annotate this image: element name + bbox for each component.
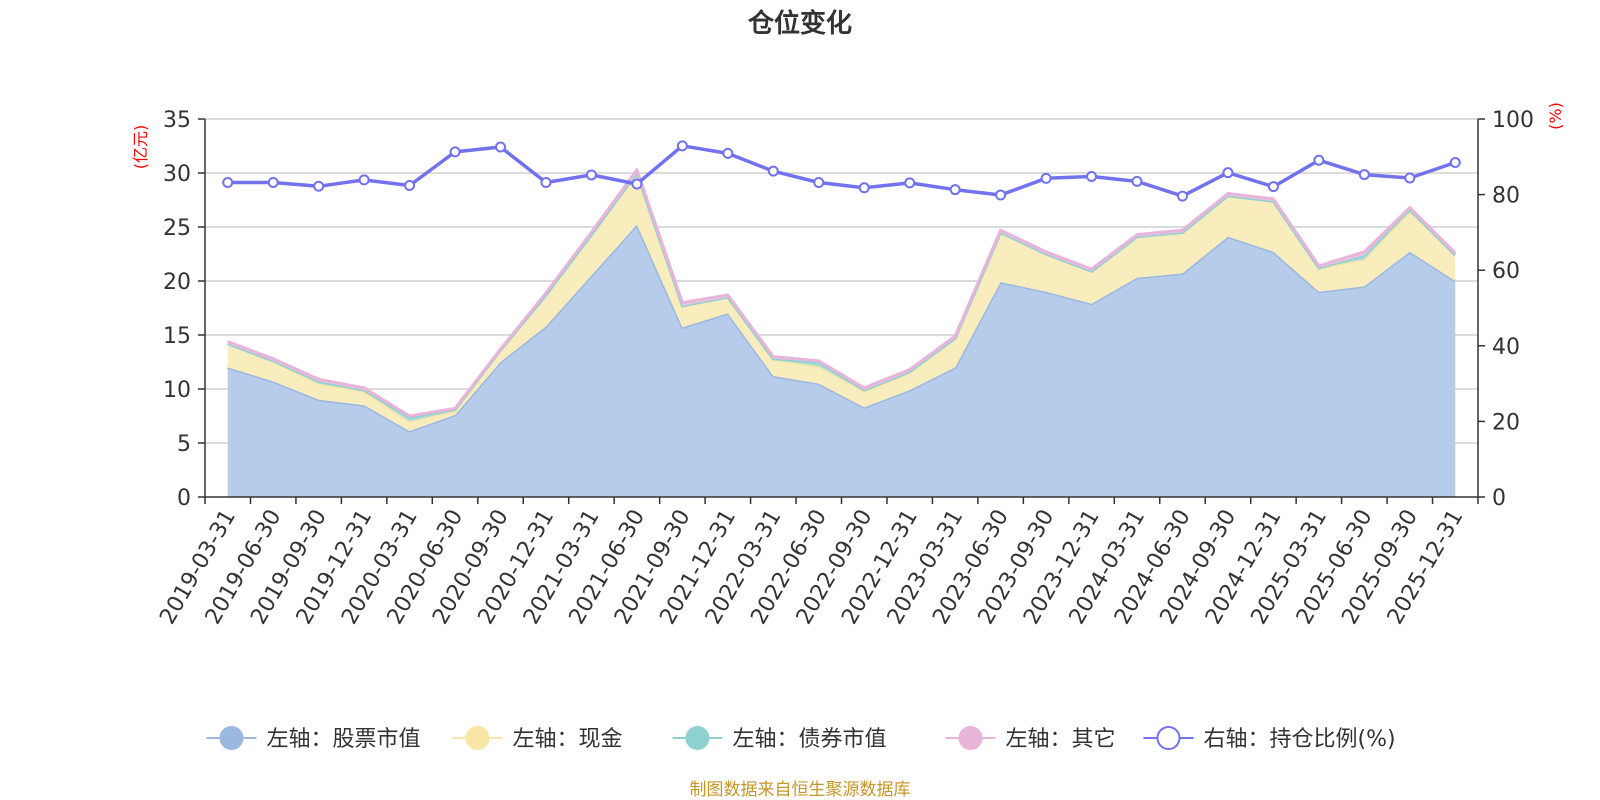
ratio-point [631, 178, 643, 190]
legend-marker [465, 726, 490, 750]
ratio-point [676, 140, 688, 152]
ratio-point [540, 177, 552, 189]
right-axis-tick-label: 100 [1492, 108, 1534, 133]
left-axis-tick-label: 15 [163, 324, 191, 349]
area-1 [227, 173, 1456, 432]
ratio-point [313, 180, 325, 192]
right-axis-tick-label: 0 [1492, 486, 1506, 511]
ratio-line-path [227, 144, 1456, 198]
ratio-point [813, 177, 825, 189]
chart-title: 仓位变化 [747, 8, 852, 39]
ratio-point [585, 169, 597, 181]
ratio-point [1313, 154, 1325, 166]
data-source-footer: 制图数据来自恒生聚源数据库 [690, 780, 911, 800]
ratio-point [995, 189, 1007, 201]
right-axis-tick-label: 60 [1492, 259, 1520, 284]
left-axis-tick-label: 10 [163, 378, 191, 403]
ratio-point [722, 147, 734, 159]
ratio-line [222, 140, 1461, 202]
area-line-3 [227, 168, 1457, 418]
ratio-point [1267, 181, 1279, 193]
ratio-point [904, 177, 916, 189]
ratio-point [495, 141, 507, 153]
left-axis-tick-label: 30 [163, 162, 191, 187]
ratio-point [1404, 172, 1416, 184]
ratio-point [858, 182, 870, 194]
ratio-point [404, 180, 416, 192]
legend-marker [685, 726, 710, 750]
right-axis-unit: (%) [1546, 102, 1565, 130]
legend-marker [1156, 726, 1181, 750]
ratio-point [767, 165, 779, 177]
ratio-point [267, 177, 279, 189]
ratio-point [1131, 175, 1143, 187]
ratio-point [1358, 169, 1370, 181]
legend-label: 左轴：股票市值 [267, 727, 421, 752]
ratio-point [1086, 170, 1098, 182]
left-axis-unit: (亿元) [131, 125, 150, 170]
right-axis-tick-label: 20 [1492, 410, 1520, 435]
ratio-point [222, 177, 234, 189]
left-axis-tick-label: 25 [163, 216, 191, 241]
area-0 [227, 224, 1456, 498]
legend-marker [958, 726, 983, 750]
ratio-point [449, 146, 461, 158]
legend: 左轴：股票市值 左轴：现金 左轴：债券市值 左轴：其它 右轴：持仓比例(%) [206, 726, 1396, 752]
legend-label: 左轴：其它 [1006, 727, 1116, 752]
ratio-point [1222, 167, 1234, 179]
grid-lines [205, 118, 1478, 444]
left-axis-tick-label: 0 [177, 486, 191, 511]
left-axis-tick-label: 20 [163, 270, 191, 295]
right-axis-tick-label: 40 [1492, 335, 1520, 360]
legend-label: 左轴：现金 [513, 727, 623, 752]
ratio-point [1040, 172, 1052, 184]
legend-label: 左轴：债券市值 [733, 727, 887, 752]
left-axis-tick-label: 5 [177, 432, 191, 457]
right-axis-tick-label: 80 [1492, 184, 1520, 209]
legend-marker [219, 726, 244, 750]
ratio-point [1449, 156, 1461, 168]
left-axis-tick-label: 35 [163, 108, 191, 133]
ratio-point [1176, 190, 1188, 202]
ratio-point [358, 174, 370, 186]
ratio-point [949, 184, 961, 196]
stacked-areas [227, 168, 1457, 498]
legend-label: 右轴：持仓比例(%) [1204, 727, 1396, 752]
